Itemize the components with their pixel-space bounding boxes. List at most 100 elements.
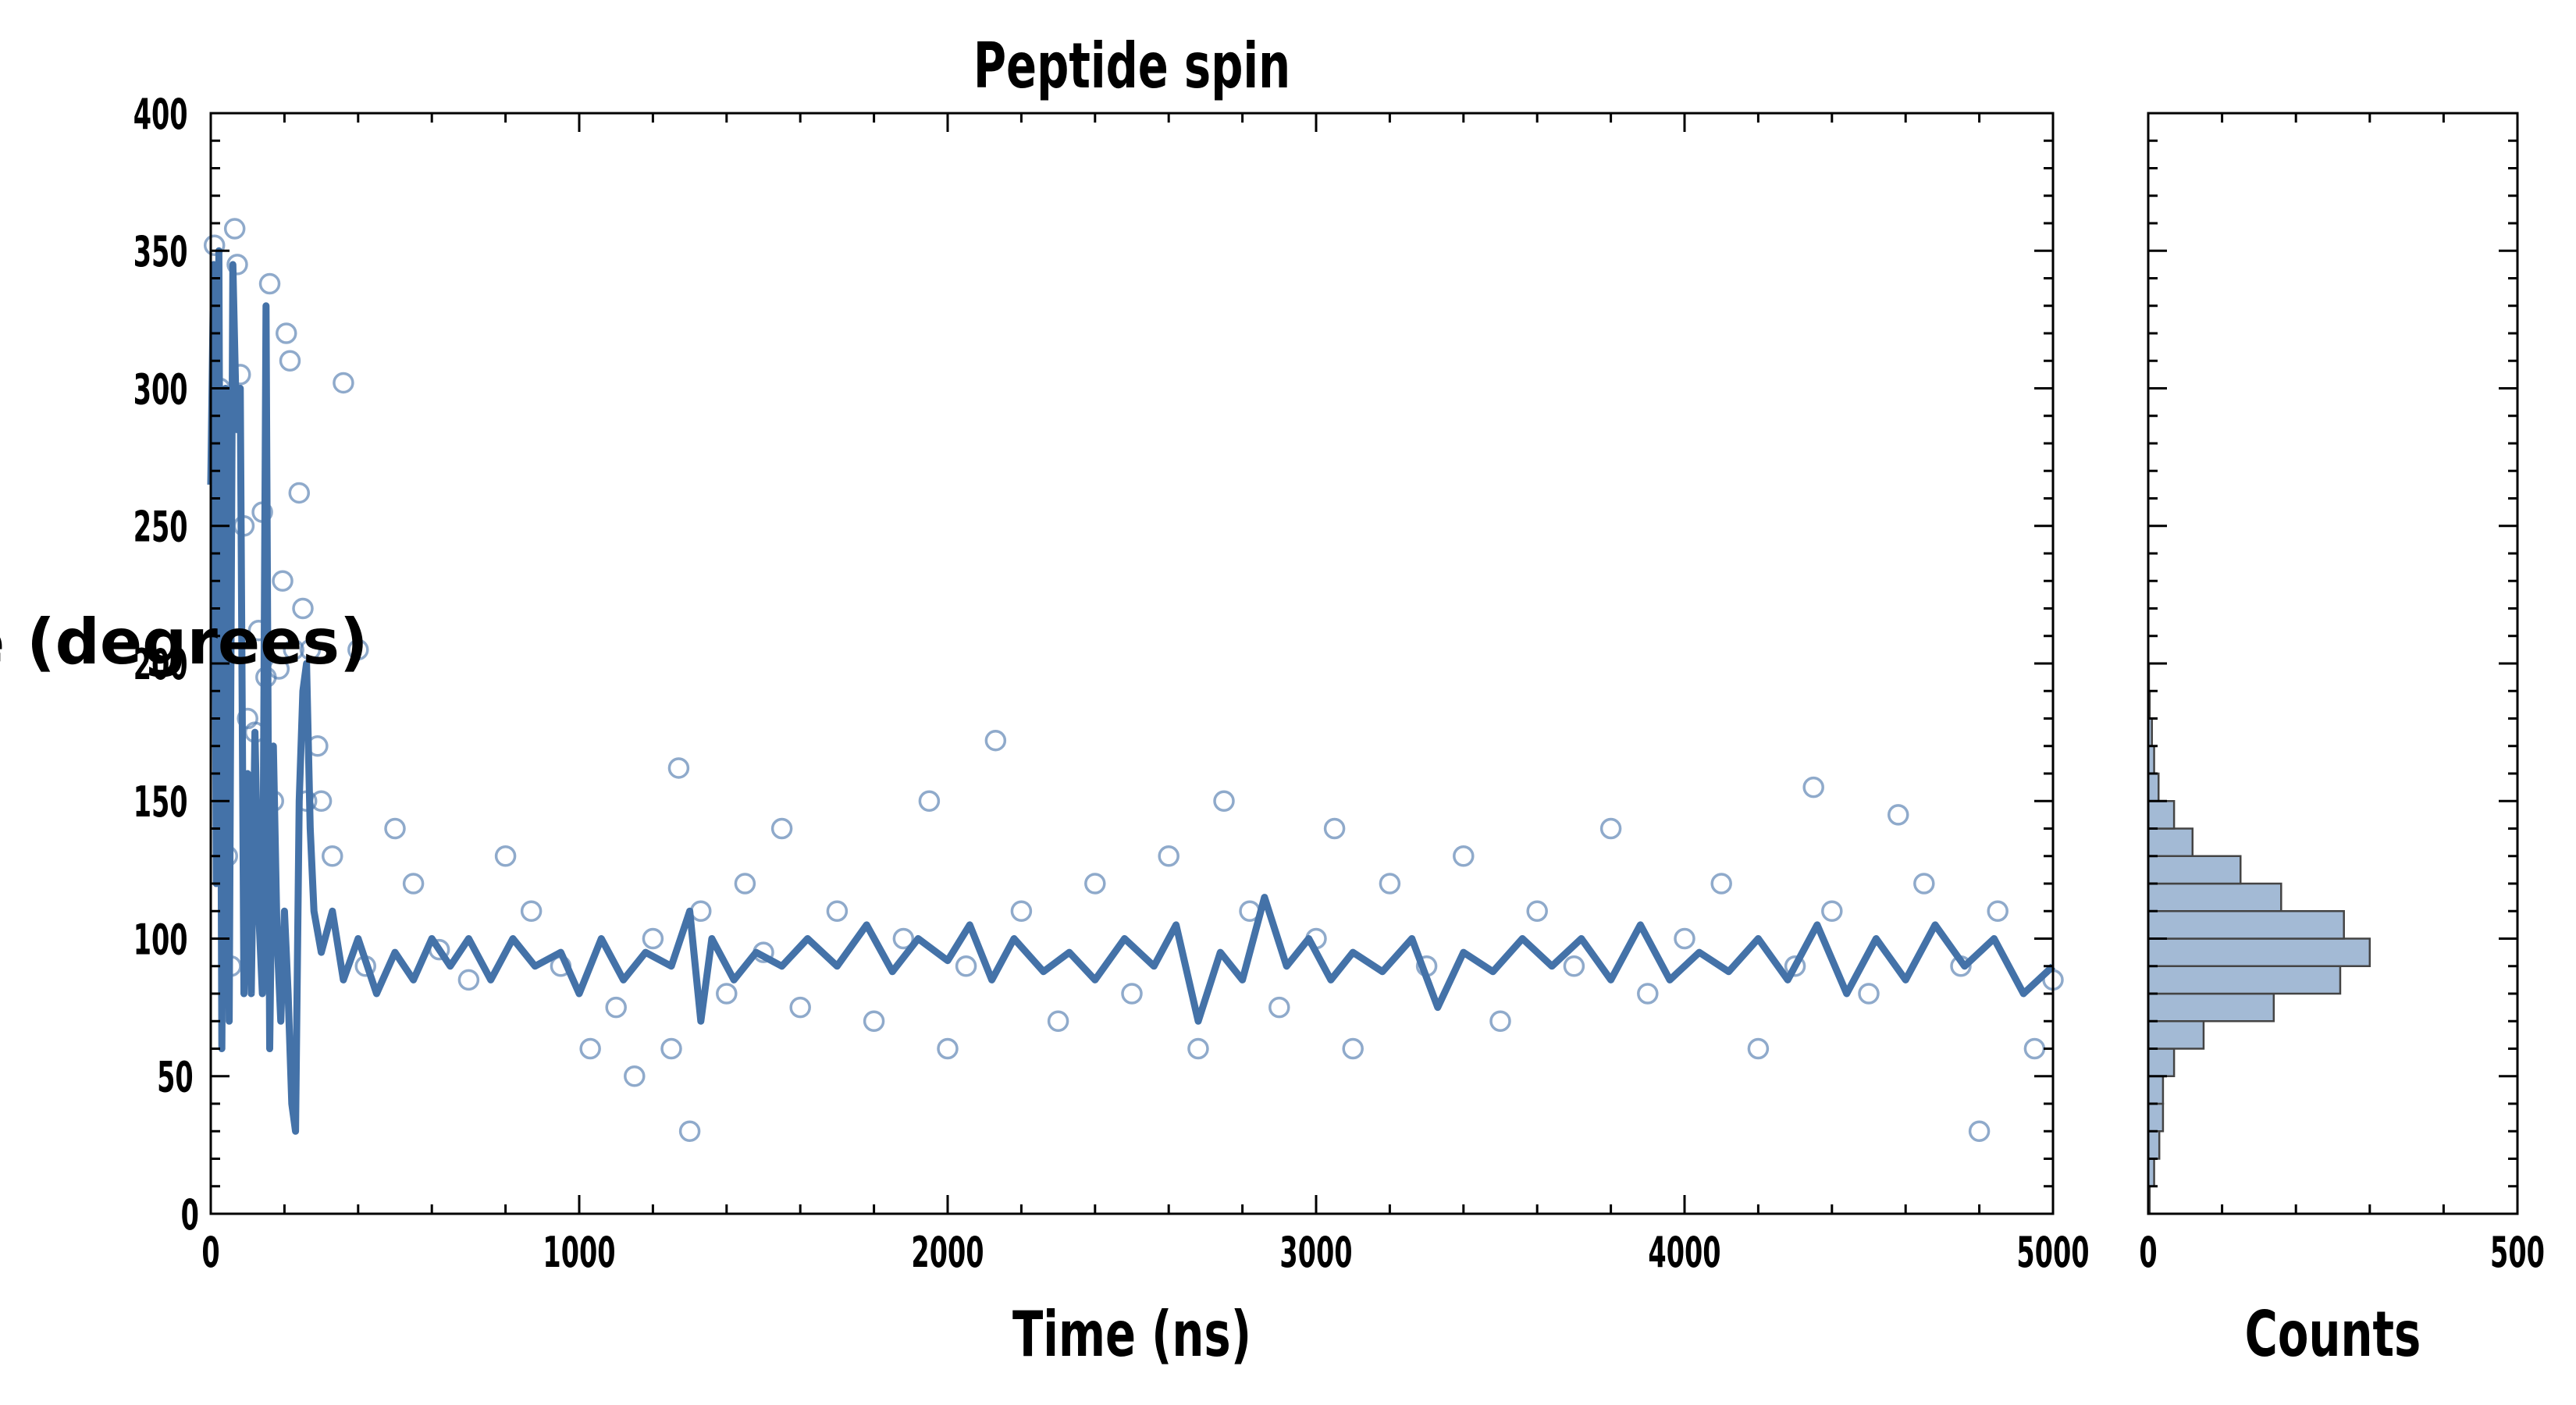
scatter-point — [292, 597, 314, 620]
scatter-point — [1858, 983, 1880, 1005]
x-tick-labels: 0 1000 2000 3000 4000 5000 — [201, 1228, 2089, 1278]
scatter-point — [667, 757, 690, 779]
histogram-x-axis-label: Counts — [2245, 1299, 2421, 1371]
histogram-bar — [2147, 827, 2194, 857]
scatter-point — [690, 900, 712, 922]
scatter-point — [826, 900, 849, 922]
x-tick-label: 0 — [201, 1228, 219, 1278]
scatter-point — [1158, 845, 1179, 867]
scatter-point — [1987, 900, 2008, 922]
x-tick-label: 2000 — [911, 1228, 984, 1278]
scatter-point — [918, 790, 941, 812]
y-tick-label: 0 — [181, 1190, 199, 1240]
scatter-point — [1747, 1037, 1770, 1060]
y-tick-label: 200 — [133, 640, 188, 690]
y-tick-label: 50 — [157, 1052, 194, 1102]
scatter-point — [333, 372, 354, 394]
histogram-axis-ticks — [2147, 112, 2519, 1215]
histogram-x-tick-label: 500 — [2490, 1228, 2545, 1278]
scatter-point — [1710, 873, 1732, 895]
histogram-bar — [2147, 937, 2371, 967]
scatter-point — [734, 873, 756, 895]
scatter-point — [642, 927, 664, 950]
scatter-point — [579, 1037, 601, 1060]
scatter-point — [1563, 955, 1585, 977]
scatter-point — [1379, 873, 1401, 895]
scatter-point — [1913, 873, 1935, 895]
scatter-point — [605, 996, 627, 1019]
scatter-point — [892, 927, 915, 950]
histogram-bar — [2147, 1102, 2165, 1133]
scatter-point — [1323, 817, 1346, 840]
scatter-point — [272, 570, 294, 592]
y-tick-label: 250 — [133, 502, 188, 552]
x-tick-label: 5000 — [2016, 1228, 2089, 1278]
scatter-point — [1268, 996, 1290, 1019]
scatter-point — [1968, 1120, 1991, 1142]
scatter-series — [203, 218, 2064, 1142]
x-tick-label: 4000 — [1648, 1228, 1720, 1278]
x-axis-label: Time (ns) — [1012, 1299, 1251, 1371]
scatter-point — [1213, 790, 1235, 812]
main-plot-frame — [209, 112, 2055, 1215]
histogram-bars — [2147, 662, 2371, 1215]
scatter-point — [226, 254, 248, 276]
y-tick-labels: 0 50 100 150 200 250 300 350 400 — [133, 90, 199, 1240]
histogram-bar — [2147, 1048, 2176, 1077]
scatter-point — [1121, 983, 1143, 1005]
main-plot-panel: 0 1000 2000 3000 4000 5000 0 50 100 150 200 250 300… — [0, 90, 2090, 1371]
scatter-point — [520, 900, 543, 922]
scatter-point — [1453, 845, 1475, 867]
scatter-point — [678, 1120, 701, 1142]
y-tick-label: 350 — [133, 227, 188, 277]
histogram-panel: 0 500 Counts — [2139, 112, 2545, 1371]
x-tick-label: 3000 — [1279, 1228, 1352, 1278]
scatter-point — [955, 955, 977, 977]
y-tick-label: 150 — [133, 777, 188, 827]
scatter-point — [223, 218, 246, 240]
y-tick-label: 300 — [133, 365, 188, 414]
scatter-point — [203, 234, 226, 256]
chart-title: Peptide spin — [973, 30, 1290, 103]
scatter-point — [789, 996, 811, 1019]
histogram-bar — [2147, 800, 2176, 830]
scatter-point — [1888, 804, 1909, 826]
scatter-point — [288, 482, 311, 504]
scatter-point — [1674, 927, 1695, 950]
histogram-bar — [2147, 965, 2342, 995]
scatter-point — [1489, 1010, 1511, 1032]
scatter-point — [322, 845, 343, 867]
scatter-point — [2023, 1037, 2046, 1060]
histogram-x-tick-labels: 0 500 — [2139, 1228, 2545, 1278]
histogram-x-tick-label: 0 — [2139, 1228, 2157, 1278]
scatter-point — [276, 322, 297, 344]
histogram-bar — [2147, 772, 2160, 802]
histogram-bar — [2147, 882, 2282, 912]
scatter-point — [457, 969, 480, 991]
scatter-point — [624, 1065, 646, 1087]
scatter-point — [984, 729, 1007, 752]
smoothed-line-series — [207, 247, 2056, 1135]
histogram-bar — [2147, 910, 2345, 940]
scatter-point — [1047, 1010, 1069, 1032]
scatter-point — [384, 817, 406, 840]
scatter-point — [258, 272, 281, 295]
x-tick-label: 1000 — [543, 1228, 615, 1278]
scatter-point — [1010, 900, 1033, 922]
scatter-point — [937, 1037, 959, 1060]
scatter-point — [716, 983, 738, 1005]
scatter-point — [299, 638, 322, 661]
scatter-point — [1802, 776, 1824, 799]
scatter-point — [347, 638, 369, 661]
y-tick-label: 400 — [133, 90, 188, 140]
scatter-point — [1637, 983, 1659, 1005]
scatter-point — [1084, 873, 1106, 895]
scatter-point — [1784, 955, 1806, 977]
scatter-point — [1342, 1037, 1364, 1060]
scatter-point — [1187, 1037, 1209, 1060]
scatter-point — [1821, 900, 1843, 922]
scatter-point — [494, 845, 517, 867]
main-axis-ticks — [209, 112, 2055, 1215]
scatter-point — [283, 638, 304, 661]
